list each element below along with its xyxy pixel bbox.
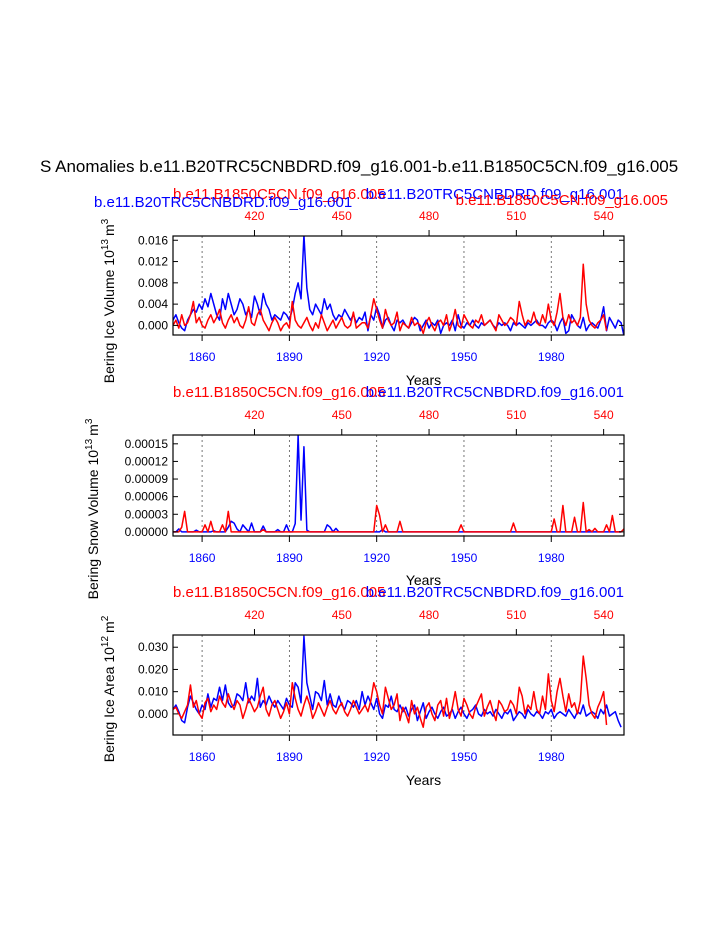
x-tick-label-top: 450 xyxy=(332,408,352,422)
y-tick-label: 0.00012 xyxy=(125,454,169,468)
x-tick-label-top: 510 xyxy=(506,408,526,422)
y-axis-label: Bering Ice Volume 1013 m3 xyxy=(100,218,117,383)
y-label-main: Bering Snow Volume 10 xyxy=(85,450,101,600)
x-tick-label-top: 510 xyxy=(506,209,526,223)
series-line-red xyxy=(173,501,624,533)
series-line-red xyxy=(173,263,608,335)
y-tick-label: 0.00009 xyxy=(125,472,169,486)
legend-label-blue: b.e11.B20TRC5CNBDRD.f09_g16.001 xyxy=(94,194,352,211)
legend-label-red: b.e11.B1850C5CN.f09_g16.005 xyxy=(173,186,385,203)
x-tick-label-bottom: 1920 xyxy=(363,350,390,364)
y-tick-label: 0.00003 xyxy=(125,507,169,521)
y-tick-label: 0.00006 xyxy=(125,490,169,504)
plot-frame xyxy=(172,235,625,336)
x-axis-label: Years xyxy=(406,372,441,388)
y-tick-label: 0.020 xyxy=(138,662,168,676)
y-label-unit: m xyxy=(101,621,117,633)
legend-label-blue: b.e11.B20TRC5CNBDRD.f09_g16.001 xyxy=(366,186,624,203)
y-label-exp: 13 xyxy=(100,239,111,251)
x-tick-label-bottom: 1950 xyxy=(451,551,478,565)
x-tick-label-bottom: 1860 xyxy=(189,551,216,565)
y-label-unit-exp: 3 xyxy=(84,418,95,424)
x-tick-label-top: 540 xyxy=(594,608,614,622)
legend-label-blue: b.e11.B20TRC5CNBDRD.f09_g16.001 xyxy=(366,384,624,401)
x-tick-label-top: 480 xyxy=(419,408,439,422)
y-axis-label: Bering Ice Area 1012 m2 xyxy=(100,615,117,762)
x-tick-label-bottom: 1890 xyxy=(276,551,303,565)
plot-frame xyxy=(172,434,625,537)
figure-title: S Anomalies b.e11.B20TRC5CNBDRD.f09_g16.… xyxy=(40,157,678,176)
x-tick-label-top: 420 xyxy=(244,408,264,422)
series-line-blue xyxy=(173,635,622,728)
y-tick-label: 0.012 xyxy=(138,255,168,269)
x-tick-label-bottom: 1980 xyxy=(538,350,565,364)
legend-label-blue: b.e11.B20TRC5CNBDRD.f09_g16.001 xyxy=(366,584,624,601)
x-tick-label-top: 450 xyxy=(332,608,352,622)
y-tick-label: 0.016 xyxy=(138,233,168,247)
y-axis-label: Bering Snow Volume 1013 m3 xyxy=(84,418,101,599)
x-tick-label-bottom: 1980 xyxy=(538,750,565,764)
x-tick-label-top: 540 xyxy=(594,209,614,223)
x-tick-label-bottom: 1950 xyxy=(451,350,478,364)
chart-1: 0.000 0.004 0.008 0.012 0.016 1860 1890 1920 195… xyxy=(94,186,668,388)
y-tick-label: 0.00000 xyxy=(125,525,169,539)
y-label-unit: m xyxy=(85,424,101,436)
x-tick-label-bottom: 1890 xyxy=(276,750,303,764)
y-label-unit-exp: 2 xyxy=(100,615,111,621)
chart-3: 0.000 0.010 0.020 0.030 1860 1890 1920 1950 1980… xyxy=(100,584,625,788)
y-label-exp: 13 xyxy=(84,438,95,450)
x-tick-label-top: 480 xyxy=(419,209,439,223)
y-tick-label: 0.000 xyxy=(138,318,168,332)
x-tick-label-top: 420 xyxy=(244,209,264,223)
x-tick-label-bottom: 1950 xyxy=(451,750,478,764)
x-tick-label-top: 540 xyxy=(594,408,614,422)
y-tick-label: 0.010 xyxy=(138,685,168,699)
x-axis-label: Years xyxy=(406,772,441,788)
legend-label-red: b.e11.B1850C5CN.f09_g16.005 xyxy=(173,584,385,601)
y-label-main: Bering Ice Volume 10 xyxy=(101,250,117,383)
x-tick-label-bottom: 1860 xyxy=(189,750,216,764)
x-tick-label-top: 420 xyxy=(244,608,264,622)
plot-frame xyxy=(172,634,625,736)
x-axis-label: Years xyxy=(406,572,441,588)
y-tick-label: 0.030 xyxy=(138,640,168,654)
x-tick-label-top: 480 xyxy=(419,608,439,622)
y-label-main: Bering Ice Area 10 xyxy=(101,647,117,762)
y-tick-label: 0.008 xyxy=(138,276,168,290)
y-tick-label: 0.004 xyxy=(138,297,168,311)
x-tick-label-top: 450 xyxy=(332,209,352,223)
y-label-unit: m xyxy=(101,224,117,236)
chart-2: 0.00000 0.00003 0.00006 0.00009 0.00012 0.000… xyxy=(84,384,625,599)
series-line-red xyxy=(173,655,608,728)
x-tick-label-bottom: 1920 xyxy=(363,551,390,565)
x-tick-label-bottom: 1920 xyxy=(363,750,390,764)
y-tick-label: 0.000 xyxy=(138,707,168,721)
y-tick-label: 0.00015 xyxy=(125,437,169,451)
y-label-exp: 12 xyxy=(100,636,111,648)
x-tick-label-bottom: 1860 xyxy=(189,350,216,364)
y-label-unit-exp: 3 xyxy=(100,218,111,224)
x-tick-label-bottom: 1980 xyxy=(538,551,565,565)
x-tick-label-bottom: 1890 xyxy=(276,350,303,364)
x-tick-label-top: 510 xyxy=(506,608,526,622)
charts: 0.000 0.004 0.008 0.012 0.016 1860 1890 1920 195… xyxy=(84,186,668,788)
legend-label-red: b.e11.B1850C5CN.f09_g16.005 xyxy=(456,192,668,209)
legend-label-red: b.e11.B1850C5CN.f09_g16.005 xyxy=(173,384,385,401)
